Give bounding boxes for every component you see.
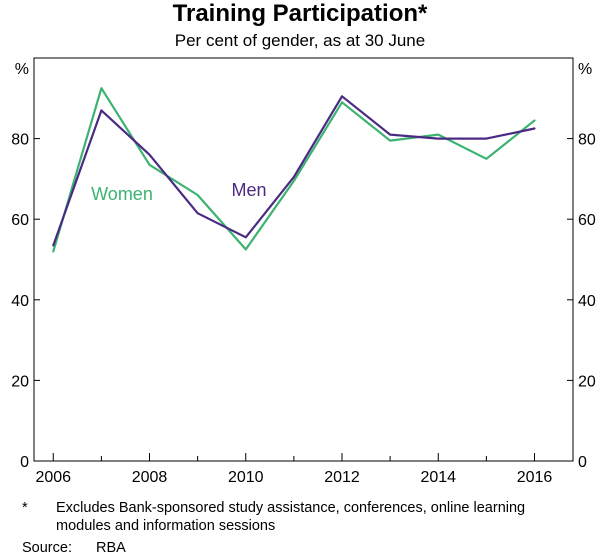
chart-subtitle: Per cent of gender, as at 30 June	[174, 31, 426, 50]
y-unit-label-left: %	[15, 61, 29, 78]
x-tick-label: 2012	[324, 469, 360, 486]
y-tick-label-right: 40	[578, 293, 596, 310]
series-label-women: Women	[91, 184, 153, 204]
source-value: RBA	[96, 540, 126, 556]
series-line-men	[52, 95, 536, 247]
y-tick-label-left: 40	[11, 293, 29, 310]
y-tick-label-right: 0	[578, 454, 587, 471]
chart-title: Training Participation*	[172, 0, 428, 27]
x-tick-label: 2016	[517, 469, 553, 486]
series-line-women	[52, 87, 536, 253]
series-label-men: Men	[231, 180, 266, 200]
x-tick-label: 2014	[420, 469, 456, 486]
source-label: Source:	[22, 540, 72, 556]
x-tick-label: 2010	[228, 469, 264, 486]
y-tick-label-right: 80	[578, 132, 596, 149]
y-tick-label-right: 60	[578, 212, 596, 229]
y-tick-label-left: 60	[11, 212, 29, 229]
footnote-marker: *	[22, 500, 28, 516]
y-tick-label-left: 0	[20, 454, 29, 471]
x-tick-label: 2008	[132, 469, 168, 486]
y-tick-label-left: 20	[11, 373, 29, 390]
x-tick-label: 2006	[35, 469, 71, 486]
line-chart: 0 0 20 20 40 40 60 60 80 80% % 2006 2008 2010 2012 2014…	[11, 57, 596, 486]
y-tick-label-right: 20	[578, 373, 596, 390]
footnote-text: Excludes Bank-sponsored study assistance…	[56, 500, 526, 534]
plot-frame	[33, 57, 574, 462]
y-tick-label-left: 80	[11, 132, 29, 149]
y-unit-label-right: %	[578, 61, 592, 78]
